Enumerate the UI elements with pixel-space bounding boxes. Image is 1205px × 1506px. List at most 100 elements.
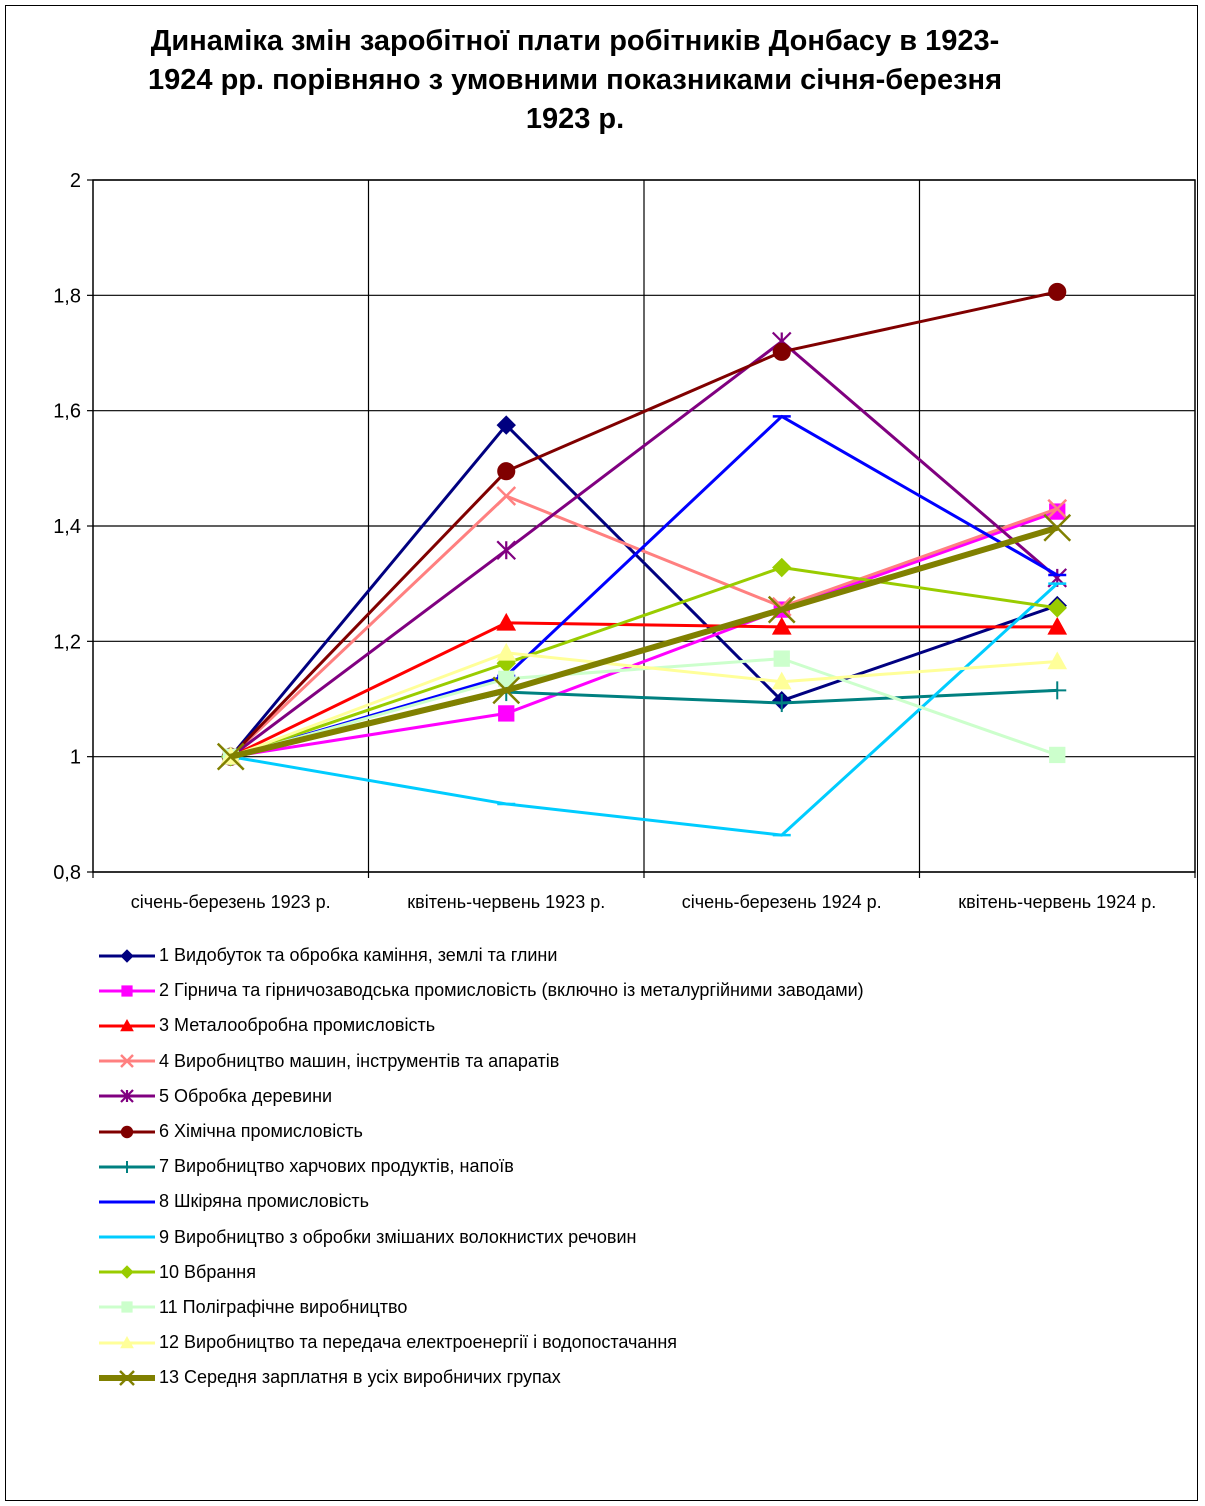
data-point bbox=[496, 612, 517, 631]
legend-label: 8 Шкіряна промисловість bbox=[159, 1191, 369, 1212]
x-tick-label: січень-березень 1923 р. bbox=[131, 892, 331, 912]
series-line bbox=[230, 510, 1058, 759]
legend-swatch bbox=[99, 1125, 155, 1138]
legend-label: 2 Гірнича та гірничозаводська промислові… bbox=[159, 980, 864, 1001]
data-point bbox=[773, 650, 790, 667]
legend-item: 8 Шкіряна промисловість bbox=[97, 1184, 864, 1219]
data-point bbox=[1043, 513, 1072, 542]
legend-item: 5 Обробка деревини bbox=[97, 1079, 864, 1114]
y-tick-label: 1,6 bbox=[53, 401, 81, 423]
legend-label: 9 Виробництво з обробки змішаних волокни… bbox=[159, 1226, 637, 1247]
data-point bbox=[1047, 598, 1067, 618]
y-tick-label: 1,2 bbox=[53, 631, 81, 653]
legend-label: 6 Хімічна промисловість bbox=[159, 1121, 363, 1142]
marker-stroke bbox=[216, 742, 245, 771]
series-line bbox=[229, 423, 1058, 758]
series-line bbox=[230, 566, 1058, 759]
legend-swatch bbox=[99, 1089, 155, 1104]
data-point bbox=[1047, 651, 1068, 670]
legend-swatch-marker bbox=[120, 1125, 134, 1138]
legend-swatch bbox=[99, 1235, 155, 1239]
legend-item: 13 Середня зарплатня в усіх виробничих г… bbox=[97, 1360, 864, 1395]
legend-label: 12 Виробництво та передача електроенергі… bbox=[159, 1332, 678, 1353]
legend-swatch bbox=[99, 1200, 155, 1204]
legend-label: 4 Виробництво машин, інструментів та апа… bbox=[159, 1050, 560, 1071]
chart-title: Динаміка змін заробітної плати робітникі… bbox=[60, 22, 1090, 139]
data-point bbox=[216, 742, 245, 771]
data-point bbox=[771, 671, 792, 690]
legend-swatch bbox=[99, 1265, 155, 1279]
legend-swatch bbox=[99, 1160, 155, 1173]
series-13 bbox=[216, 513, 1072, 771]
data-point bbox=[1048, 681, 1067, 700]
legend-item: 3 Металообробна промисловість bbox=[97, 1008, 864, 1043]
legend-item: 12 Виробництво та передача електроенергі… bbox=[97, 1325, 864, 1360]
x-tick-label: квітень-червень 1923 р. bbox=[407, 892, 605, 912]
series-line bbox=[229, 290, 1058, 758]
legend-swatch-marker bbox=[120, 1265, 134, 1279]
legend-swatch-marker bbox=[120, 1054, 134, 1069]
y-tick-label: 1,4 bbox=[53, 516, 81, 538]
legend-label: 5 Обробка деревини bbox=[159, 1085, 333, 1106]
data-point bbox=[1047, 616, 1068, 635]
chart-title-line-1: Динаміка змін заробітної плати робітникі… bbox=[150, 25, 1000, 57]
series-line bbox=[230, 524, 1059, 760]
legend-swatch-marker bbox=[119, 1369, 135, 1386]
series-line bbox=[229, 339, 1059, 758]
chart-legend: 1 Видобуток та обробка каміння, землі та… bbox=[97, 938, 864, 1395]
marker-stroke bbox=[1047, 498, 1068, 519]
marker-stroke bbox=[492, 676, 521, 705]
legend-swatch bbox=[99, 948, 155, 963]
series-line bbox=[230, 651, 1058, 759]
series-line bbox=[230, 582, 1059, 837]
marker-stroke bbox=[767, 595, 796, 624]
data-point bbox=[498, 670, 515, 687]
legend-item: 4 Виробництво машин, інструментів та апа… bbox=[97, 1044, 864, 1079]
data-point bbox=[496, 540, 517, 560]
x-tick-label: квітень-червень 1924 р. bbox=[958, 892, 1156, 912]
legend-swatch bbox=[99, 985, 155, 997]
legend-label: 10 Вбрання bbox=[159, 1261, 256, 1282]
legend-swatch-marker bbox=[120, 948, 134, 963]
chart-title-line-3: 1923 р. bbox=[525, 103, 625, 135]
y-tick-label: 2 bbox=[70, 170, 81, 192]
legend-label: 11 Поліграфічне виробництво bbox=[159, 1296, 408, 1317]
legend-item: 11 Поліграфічне виробництво bbox=[97, 1290, 864, 1325]
marker-stroke bbox=[119, 1369, 135, 1386]
chart-title-line-2: 1924 рр. порівняно з умовними показникам… bbox=[148, 64, 1002, 96]
legend-swatch-marker bbox=[120, 1335, 134, 1348]
legend-swatch bbox=[99, 1301, 155, 1314]
data-point bbox=[772, 557, 792, 578]
marker-stroke bbox=[120, 1054, 134, 1069]
legend-item: 1 Видобуток та обробка каміння, землі та… bbox=[97, 938, 864, 973]
y-tick-label: 1,8 bbox=[53, 285, 81, 307]
legend-label: 7 Виробництво харчових продуктів, напоїв bbox=[159, 1156, 514, 1177]
marker-stroke bbox=[1043, 513, 1072, 542]
legend-swatch-marker bbox=[120, 1018, 134, 1032]
legend-swatch-marker bbox=[121, 1160, 133, 1173]
legend-label: 13 Середня зарплатня в усіх виробничих г… bbox=[159, 1367, 561, 1388]
series-line bbox=[230, 621, 1058, 759]
x-tick-label: січень-березень 1924 р. bbox=[682, 892, 882, 912]
y-tick-label: 1 bbox=[70, 747, 81, 769]
line-chart: 0,8 1 1,2 1,4 1,6 1,8 2 січень-березень 1923 р.… bbox=[53, 170, 1196, 912]
data-point bbox=[771, 616, 792, 635]
data-point bbox=[498, 705, 515, 722]
y-tick-label: 0,8 bbox=[53, 862, 81, 884]
data-point bbox=[497, 462, 516, 481]
data-point bbox=[772, 694, 791, 713]
data-point bbox=[767, 595, 796, 624]
data-point bbox=[1048, 282, 1067, 301]
legend-item: 6 Хімічна промисловість bbox=[97, 1114, 864, 1149]
legend-item: 10 Вбрання bbox=[97, 1255, 864, 1290]
data-point bbox=[496, 415, 516, 435]
legend-swatch bbox=[99, 1369, 155, 1386]
legend-swatch-marker bbox=[121, 985, 133, 997]
legend-swatch-marker bbox=[120, 1089, 134, 1104]
data-point bbox=[1049, 746, 1066, 764]
marker-stroke bbox=[496, 486, 517, 506]
legend-swatch bbox=[99, 1054, 155, 1069]
series-line bbox=[229, 494, 1058, 758]
legend-swatch bbox=[99, 1335, 155, 1348]
legend-swatch bbox=[99, 1018, 155, 1032]
